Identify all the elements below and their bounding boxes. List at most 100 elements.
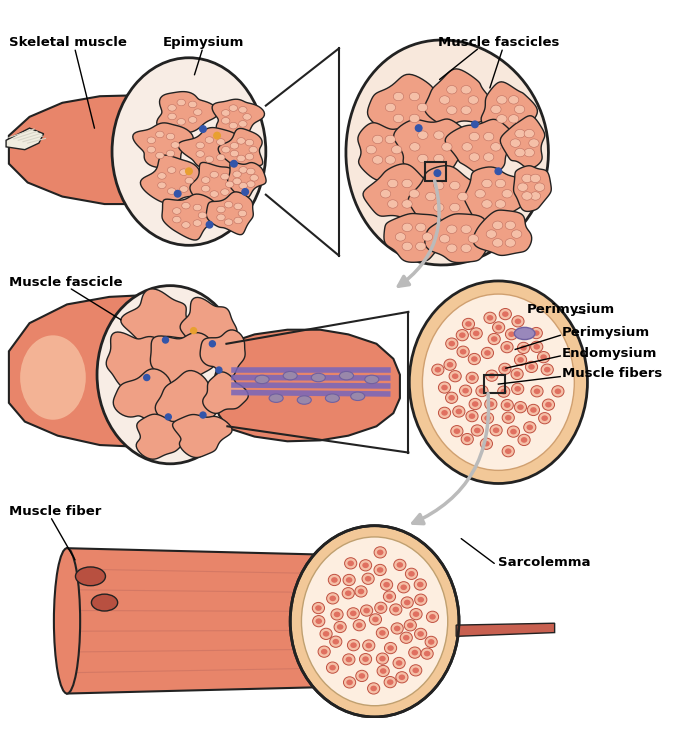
Ellipse shape [360,654,372,665]
Ellipse shape [398,582,410,593]
Ellipse shape [482,179,492,187]
Ellipse shape [433,182,444,190]
Ellipse shape [348,639,360,651]
Ellipse shape [217,154,225,161]
Ellipse shape [460,385,472,396]
Ellipse shape [201,177,210,183]
Ellipse shape [452,373,458,379]
Ellipse shape [471,356,478,362]
Ellipse shape [373,156,383,164]
Ellipse shape [504,345,510,350]
Text: Skeletal muscle: Skeletal muscle [9,36,127,49]
Ellipse shape [414,628,427,639]
Ellipse shape [491,105,501,113]
Ellipse shape [497,96,507,104]
Text: Epimysium: Epimysium [162,36,244,49]
Ellipse shape [505,448,512,454]
Ellipse shape [441,410,448,416]
Ellipse shape [393,657,405,668]
Ellipse shape [412,668,419,673]
Ellipse shape [315,618,322,624]
Ellipse shape [387,645,394,651]
Ellipse shape [358,673,365,679]
Ellipse shape [380,668,387,674]
Ellipse shape [479,388,485,393]
Ellipse shape [512,230,522,239]
Circle shape [163,337,169,343]
Ellipse shape [515,148,525,157]
Circle shape [190,328,196,333]
Ellipse shape [511,368,523,379]
Ellipse shape [533,344,540,350]
Ellipse shape [510,139,520,147]
Ellipse shape [439,408,451,419]
Ellipse shape [514,328,535,339]
Ellipse shape [224,202,233,208]
Ellipse shape [374,565,386,576]
FancyArrowPatch shape [398,181,439,286]
Ellipse shape [156,152,164,159]
Ellipse shape [340,371,354,380]
Ellipse shape [389,604,402,615]
Ellipse shape [346,577,352,583]
Ellipse shape [372,617,379,622]
Ellipse shape [551,385,564,397]
Ellipse shape [329,596,336,601]
Text: Muscle fibers: Muscle fibers [562,368,662,380]
Ellipse shape [417,597,424,602]
Ellipse shape [508,115,519,123]
Ellipse shape [514,105,524,113]
Ellipse shape [417,582,423,588]
Ellipse shape [385,135,396,144]
Ellipse shape [505,415,512,421]
Ellipse shape [461,85,471,94]
Ellipse shape [482,200,492,208]
Polygon shape [227,162,266,198]
Ellipse shape [504,402,510,408]
Ellipse shape [355,586,367,597]
Polygon shape [9,295,226,447]
Ellipse shape [394,114,404,123]
Ellipse shape [353,619,365,631]
Ellipse shape [318,646,330,657]
Ellipse shape [451,425,463,436]
Ellipse shape [177,119,186,125]
Ellipse shape [365,642,372,648]
Ellipse shape [529,364,535,370]
Circle shape [216,367,222,373]
Ellipse shape [396,660,402,666]
Ellipse shape [410,608,422,619]
Ellipse shape [433,203,444,212]
Ellipse shape [408,647,421,658]
Ellipse shape [345,558,357,569]
Ellipse shape [499,363,511,374]
Ellipse shape [217,206,225,213]
Ellipse shape [377,665,389,677]
Ellipse shape [76,567,105,585]
Ellipse shape [531,174,541,182]
Ellipse shape [193,220,202,226]
Ellipse shape [457,346,469,357]
Ellipse shape [383,591,396,602]
Ellipse shape [403,635,410,640]
Ellipse shape [495,179,506,187]
Ellipse shape [229,104,238,111]
Circle shape [200,412,206,418]
Ellipse shape [182,222,190,228]
Ellipse shape [525,362,537,373]
Polygon shape [394,119,472,182]
Ellipse shape [290,525,459,717]
Ellipse shape [384,677,396,688]
Ellipse shape [302,537,448,705]
Ellipse shape [408,571,414,576]
Ellipse shape [237,138,245,144]
Ellipse shape [321,649,327,654]
Ellipse shape [182,202,190,209]
Ellipse shape [193,205,202,211]
Polygon shape [6,128,44,150]
Polygon shape [173,414,232,457]
Polygon shape [363,164,431,219]
Ellipse shape [20,336,86,419]
Ellipse shape [385,156,396,164]
Ellipse shape [331,609,343,620]
